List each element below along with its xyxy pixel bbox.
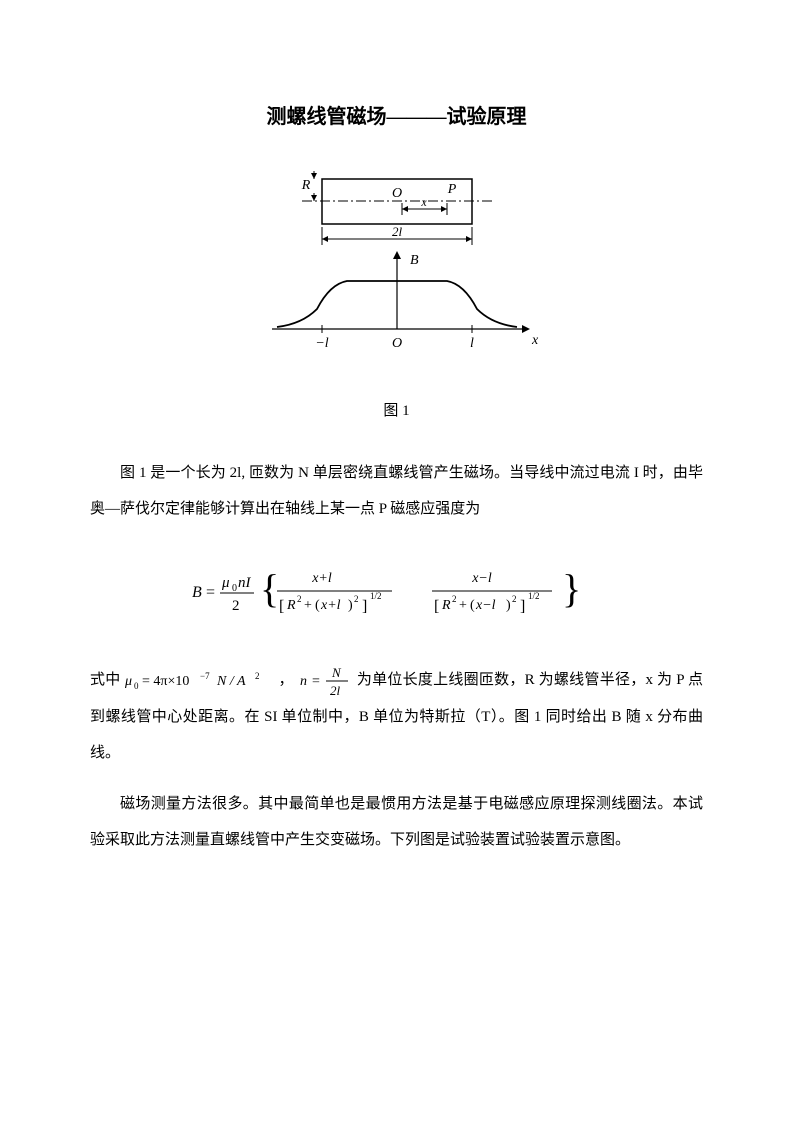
svg-text:B: B <box>192 584 202 601</box>
svg-text:2: 2 <box>297 594 302 604</box>
svg-text:+: + <box>304 598 312 613</box>
svg-text:2: 2 <box>354 594 359 604</box>
label-P: P <box>446 182 456 197</box>
svg-text:0: 0 <box>232 583 237 594</box>
label-pos-l: l <box>470 336 474 351</box>
svg-text:2l: 2l <box>330 683 341 698</box>
svg-text:}: } <box>562 566 581 611</box>
figure-1: R O P x 2l B x −l O l <box>90 169 703 374</box>
svg-text:=: = <box>312 674 320 689</box>
svg-text:+: + <box>459 598 467 613</box>
svg-text:{: { <box>260 566 279 611</box>
label-x-dim: x <box>420 195 427 209</box>
svg-text:R: R <box>286 598 296 613</box>
label-R: R <box>300 178 310 193</box>
page-title: 测螺线管磁场———试验原理 <box>90 100 703 129</box>
figure-1-caption: 图 1 <box>90 399 703 420</box>
label-O-bottom: O <box>391 336 401 351</box>
para2-prefix: 式中 <box>90 672 125 688</box>
svg-text:N: N <box>331 665 342 680</box>
svg-text:x+l: x+l <box>311 571 332 586</box>
svg-text:=: = <box>206 584 215 601</box>
label-O-top: O <box>391 186 401 201</box>
svg-text:1/2: 1/2 <box>528 591 540 601</box>
svg-text:nI: nI <box>238 575 252 591</box>
svg-text:R: R <box>441 598 451 613</box>
svg-text:2: 2 <box>452 594 457 604</box>
svg-text:1/2: 1/2 <box>370 591 382 601</box>
label-2l: 2l <box>391 224 402 239</box>
solenoid-diagram: R O P x 2l B x −l O l <box>252 169 542 369</box>
svg-text:N / A: N / A <box>216 674 246 689</box>
paragraph-1: 图 1 是一个长为 2l, 匝数为 N 单层密绕直螺线管产生磁场。当导线中流过电… <box>90 455 703 527</box>
svg-text:x−l: x−l <box>471 571 492 586</box>
svg-text:(: ( <box>470 598 475 613</box>
svg-text:μ: μ <box>221 575 230 591</box>
label-B: B <box>410 253 419 268</box>
svg-text:(: ( <box>315 598 320 613</box>
svg-text:2: 2 <box>232 598 240 614</box>
inline-formula-mu0: μ 0 = 4π×10 −7 N / A 2 <box>125 669 275 693</box>
svg-text:2: 2 <box>512 594 517 604</box>
svg-text:= 4π×10: = 4π×10 <box>142 674 189 689</box>
paragraph-2: 式中 μ 0 = 4π×10 −7 N / A 2 ， n = N 2l 为单位… <box>90 662 703 771</box>
svg-text:−7: −7 <box>200 671 210 681</box>
paragraph-3: 磁场测量方法很多。其中最简单也是最惯用方法是基于电磁感应原理探测线圈法。本试验采… <box>90 786 703 858</box>
label-x-axis: x <box>531 333 539 348</box>
svg-text:x−l: x−l <box>475 598 496 613</box>
main-formula: B = μ 0 nI 2 { x+l [ R 2 + ( x+l ) 2 ] 1… <box>90 557 703 632</box>
svg-text:]: ] <box>520 598 525 615</box>
svg-text:0: 0 <box>134 681 139 691</box>
svg-text:): ) <box>506 598 511 613</box>
inline-formula-n: n = N 2l <box>298 663 353 699</box>
svg-text:]: ] <box>362 598 367 615</box>
svg-text:2: 2 <box>255 671 260 681</box>
svg-text:[: [ <box>434 598 439 615</box>
svg-text:n: n <box>300 674 307 689</box>
svg-text:μ: μ <box>125 674 132 689</box>
svg-text:x+l: x+l <box>320 598 341 613</box>
comma1: ， <box>279 672 294 688</box>
label-neg-l: −l <box>315 336 328 351</box>
svg-text:): ) <box>348 598 353 613</box>
svg-text:[: [ <box>279 598 284 615</box>
